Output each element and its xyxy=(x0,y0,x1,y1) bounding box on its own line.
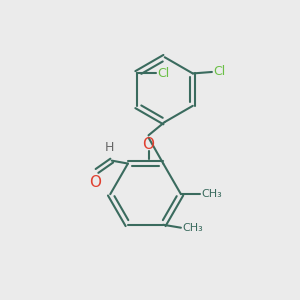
Text: CH₃: CH₃ xyxy=(202,189,222,199)
Text: Cl: Cl xyxy=(213,65,226,79)
Text: Cl: Cl xyxy=(157,67,170,80)
Text: O: O xyxy=(142,136,154,152)
Text: O: O xyxy=(89,175,101,190)
Text: CH₃: CH₃ xyxy=(182,223,203,233)
Text: H: H xyxy=(105,141,114,154)
